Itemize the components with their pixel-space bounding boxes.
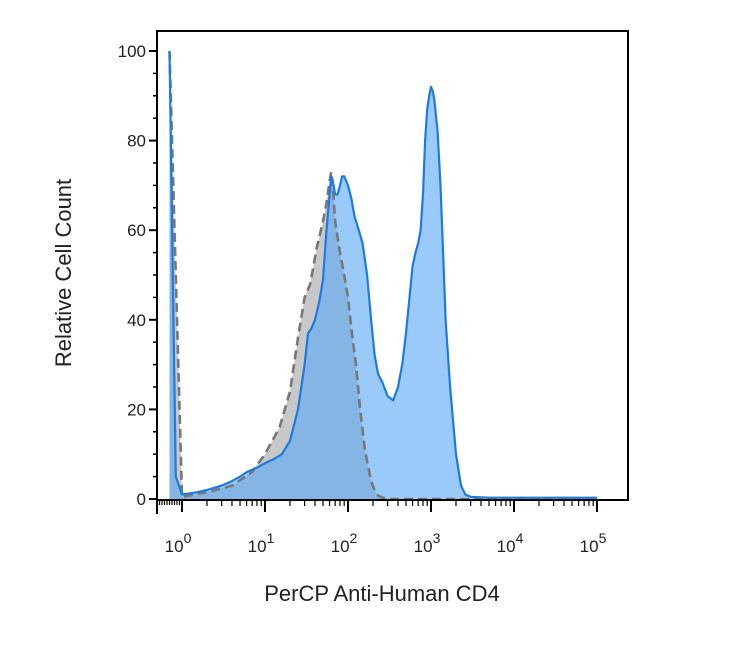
series-2-fill	[169, 51, 597, 499]
y-tick-label: 40	[127, 311, 146, 330]
x-axis-title: PerCP Anti-Human CD4	[264, 581, 500, 606]
y-tick-label: 20	[127, 400, 146, 419]
y-axis-title: Relative Cell Count	[51, 179, 76, 367]
y-tick-label: 0	[137, 490, 146, 509]
x-axis-ticks: 100 101 102 103 104 105	[156, 500, 607, 556]
x-tick-label: 101	[248, 530, 275, 556]
x-tick-label: 105	[580, 530, 607, 556]
series-2-line	[168, 50, 597, 499]
x-tick-label: 104	[497, 530, 524, 556]
histogram-lines	[168, 50, 597, 501]
x-tick-label: 103	[414, 530, 441, 556]
y-tick-label: 100	[118, 42, 146, 61]
x-tick-label: 100	[165, 530, 192, 556]
plot-area-frame	[156, 30, 629, 501]
y-axis-ticks: 0 20 40 60 80 100	[118, 42, 157, 509]
y-tick-label: 80	[127, 132, 146, 151]
y-tick-label: 60	[127, 221, 146, 240]
histogram-fills	[169, 51, 597, 499]
x-tick-label: 102	[331, 530, 358, 556]
